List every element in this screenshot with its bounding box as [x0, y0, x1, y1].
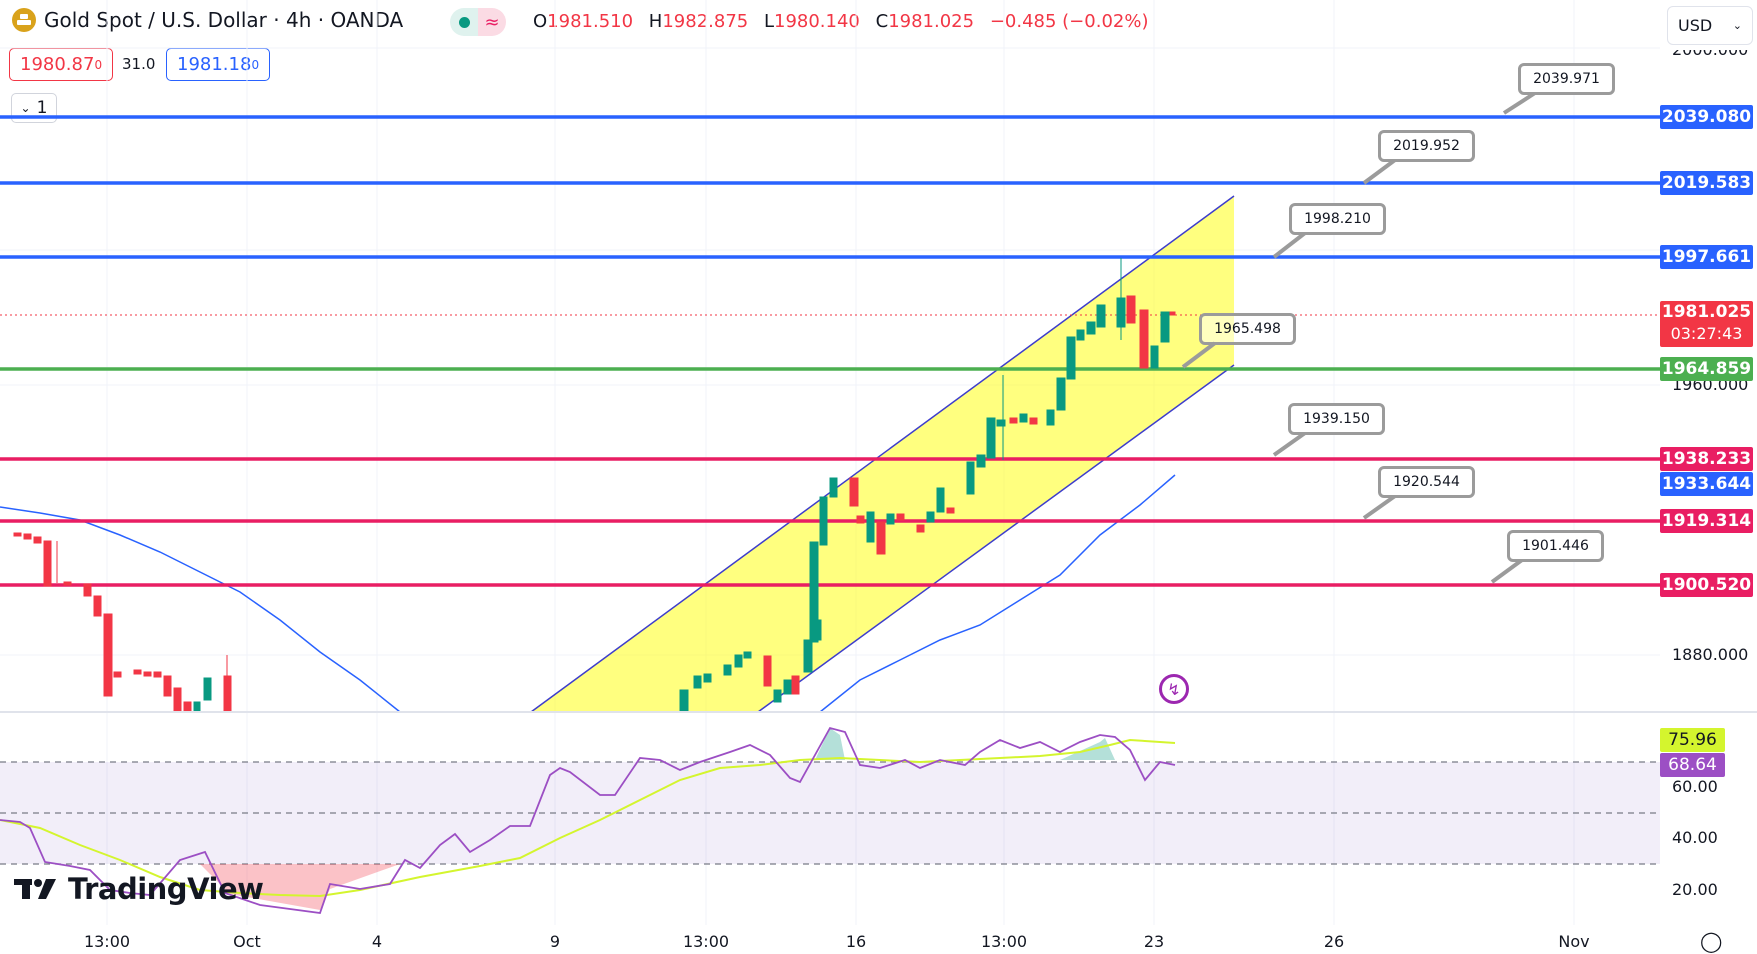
last-price: 1981.025 — [1661, 302, 1752, 322]
horizontal-levels[interactable] — [0, 115, 1660, 587]
time-tick: 23 — [1143, 932, 1165, 951]
level-tag: 1900.520 — [1660, 573, 1753, 597]
price-note-1965[interactable]: 1965.498 — [1199, 313, 1296, 345]
watermark-text: TradingView — [68, 872, 264, 906]
time-tick: 26 — [1323, 932, 1345, 951]
time-tick: 9 — [549, 932, 561, 951]
legend-count: 1 — [36, 98, 48, 118]
spread-value: 31.0 — [122, 55, 156, 73]
close-key: C — [875, 11, 889, 32]
high-key: H — [648, 11, 663, 32]
rsi-tag: 68.64 — [1660, 753, 1725, 777]
moving-average-line — [0, 506, 401, 713]
bar-countdown: 03:27:43 — [1670, 324, 1743, 343]
market-status-pill[interactable]: ≈ — [450, 8, 506, 36]
chevron-down-icon: ⌄ — [1732, 19, 1742, 32]
open-key: O — [533, 11, 548, 32]
level-tag: 2039.080 — [1660, 105, 1753, 129]
rsi-tick: 20.00 — [1672, 880, 1718, 899]
level-tag: 2019.583 — [1660, 171, 1753, 195]
time-tick: Oct — [233, 932, 261, 951]
close-value: 1981.025 — [888, 11, 975, 32]
ask-pip: 0 — [251, 57, 260, 72]
price-note-1920[interactable]: 1920.544 — [1378, 466, 1475, 498]
ohlc-legend: O1981.510 H1982.875 L1980.140 C1981.025 … — [533, 11, 1158, 32]
time-tick: Nov — [1558, 932, 1590, 951]
gold-bars-icon — [12, 8, 36, 32]
currency-value: USD — [1678, 16, 1713, 35]
rsi-line — [0, 726, 1176, 914]
low-value: 1980.140 — [774, 11, 860, 32]
price-note-1939[interactable]: 1939.150 — [1288, 403, 1385, 435]
price-note-2019[interactable]: 2019.952 — [1378, 130, 1475, 162]
symbol-title-text: Gold Spot / U.S. Dollar · 4h · OANDA — [44, 8, 404, 32]
chevron-down-icon: ⌄ — [20, 101, 31, 115]
ma-tag: 1933.644 — [1660, 472, 1753, 496]
rsi-ma-line — [0, 738, 1176, 898]
time-tick: 13:00 — [682, 932, 730, 951]
tradingview-logo[interactable]: TradingView — [14, 872, 264, 906]
green-dot-icon — [458, 16, 470, 28]
change-value: −0.485 (−0.02%) — [989, 11, 1149, 32]
lightning-icon[interactable]: ↯ — [1159, 674, 1189, 704]
price-tick: 1880.000 — [1672, 645, 1749, 664]
time-tick: 13:00 — [83, 932, 131, 951]
rsi-ma-tag: 75.96 — [1660, 728, 1725, 752]
time-tick: 13:00 — [980, 932, 1028, 951]
bid-pip: 0 — [94, 57, 103, 72]
rsi-tick: 60.00 — [1672, 777, 1718, 796]
open-value: 1981.510 — [547, 11, 634, 32]
candles — [13, 258, 1176, 713]
price-note-1998[interactable]: 1998.210 — [1289, 203, 1386, 235]
currency-selector[interactable]: USD ⌄ — [1667, 6, 1753, 45]
callout-pointers — [1181, 91, 1537, 584]
level-tag: 1997.661 — [1660, 245, 1753, 269]
price-tick: 2000.000 — [1672, 40, 1749, 59]
time-tick: 4 — [371, 932, 383, 951]
level-tag: 1938.233 — [1660, 447, 1753, 471]
approx-icon: ≈ — [484, 11, 500, 33]
price-note-2039[interactable]: 2039.971 — [1518, 63, 1615, 95]
high-value: 1982.875 — [662, 11, 749, 32]
ask-price: 1981.18 — [177, 54, 252, 75]
level-tag: 1964.859 — [1660, 357, 1753, 381]
level-tag: 1919.314 — [1660, 509, 1753, 533]
last-price-tag: 1981.025 03:27:43 — [1660, 301, 1753, 347]
time-tick: 16 — [845, 932, 867, 951]
settings-icon[interactable]: ◯ — [1700, 929, 1723, 953]
rsi-tick: 40.00 — [1672, 828, 1718, 847]
low-key: L — [763, 11, 774, 32]
symbol-title[interactable]: Gold Spot / U.S. Dollar · 4h · OANDA — [12, 8, 403, 32]
tradingview-mark-icon — [14, 879, 56, 899]
price-note-1901[interactable]: 1901.446 — [1507, 530, 1604, 562]
bid-price: 1980.87 — [20, 54, 95, 75]
